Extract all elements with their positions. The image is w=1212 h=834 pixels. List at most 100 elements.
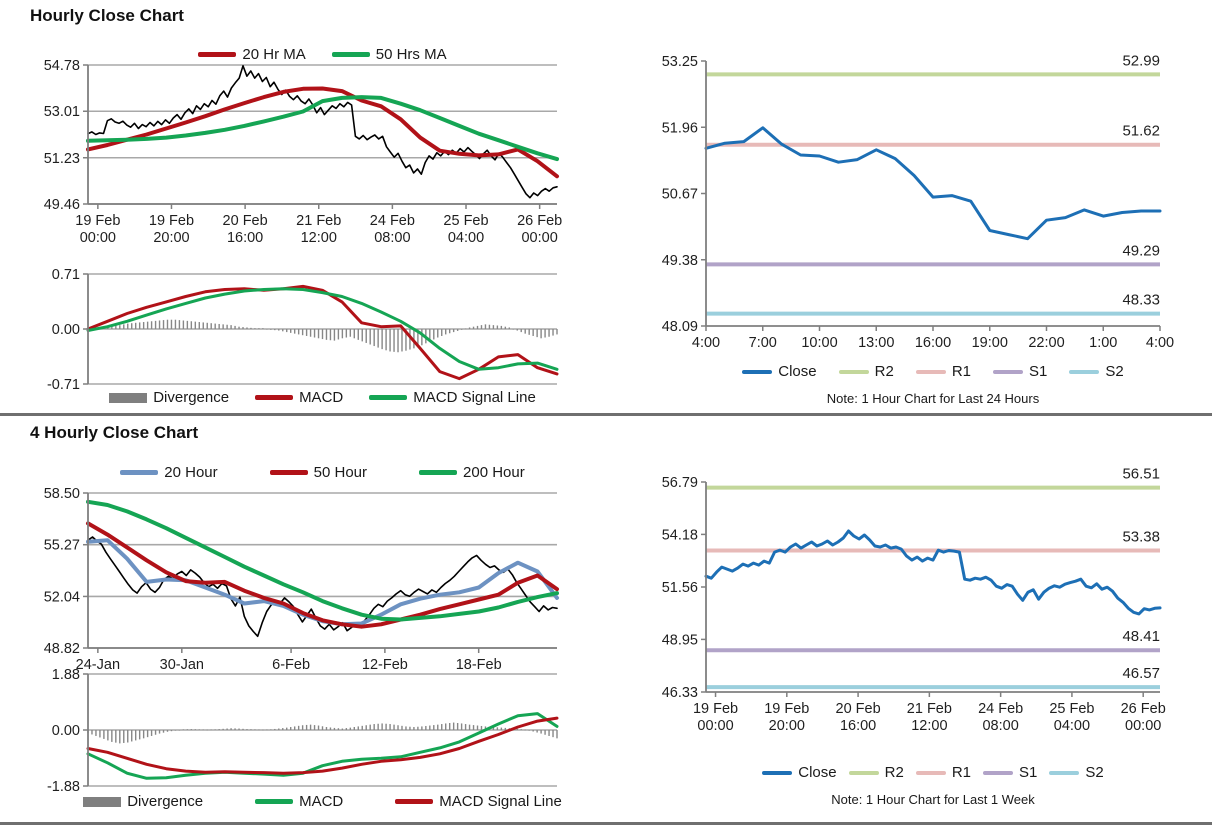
x-tick-label: 19:00 <box>972 335 1008 351</box>
divergence-bar <box>357 329 359 340</box>
s1-legend-label: S1 <box>1029 363 1048 380</box>
divergence-bar <box>417 329 419 347</box>
divergence-bar <box>421 329 423 346</box>
divergence-bar <box>516 728 518 730</box>
divergence-bar <box>413 727 415 730</box>
close-legend-label: Close <box>798 764 837 781</box>
divergence-bar <box>472 725 475 730</box>
divergence-bar <box>182 729 185 730</box>
x-tick-label: 16:00 <box>227 230 263 246</box>
divergence-bar <box>329 329 332 341</box>
y-tick-label: 53.01 <box>44 104 80 120</box>
hourly-macd-legend: Divergence MACD MACD Signal Line <box>88 389 557 406</box>
divergence-bar <box>290 727 292 730</box>
y-tick-label: 54.78 <box>44 58 80 74</box>
x-tick-label: 00:00 <box>1125 718 1161 734</box>
divergence-bar <box>409 329 411 350</box>
y-tick-label: 48.95 <box>662 632 698 648</box>
divergence-bar <box>369 329 371 345</box>
s2-value-label: 46.57 <box>1122 665 1160 682</box>
x-tick-label: 25 Feb <box>443 213 488 229</box>
x-tick-label: 19 Feb <box>75 213 120 229</box>
r1-legend-item: R1 <box>915 363 971 380</box>
y-tick-label: 0.00 <box>52 723 80 739</box>
divergence-bar <box>214 729 216 730</box>
divergence-bar <box>333 727 336 730</box>
divergence-bar <box>254 729 256 730</box>
x-tick-label: 20:00 <box>153 230 189 246</box>
divergence-bar <box>210 729 212 731</box>
divergence-bar <box>397 329 399 353</box>
y-tick-label: -0.71 <box>47 377 80 393</box>
divergence-bar <box>246 327 248 329</box>
four-hourly-price-legend: 20 Hour 50 Hour 200 Hour <box>88 464 557 481</box>
divergence-bar <box>238 728 240 730</box>
x-tick-label: 19 Feb <box>693 701 738 717</box>
20-hr-ma-legend-label: 20 Hr MA <box>242 46 306 63</box>
x-tick-label: 6-Feb <box>272 657 310 673</box>
x-tick-label: 26 Feb <box>1121 701 1166 717</box>
y-tick-label: 49.38 <box>662 253 698 269</box>
divergence-bar <box>460 723 463 730</box>
50-hour-legend-swatch <box>269 470 308 475</box>
divergence-bar <box>282 329 284 332</box>
s2-legend-item: S2 <box>1069 363 1124 380</box>
close-legend-item: Close <box>762 764 837 781</box>
50-hrs-ma-line <box>86 95 559 162</box>
macd-legend-item: MACD <box>255 793 343 810</box>
close-line <box>87 65 558 199</box>
divergence-bar <box>468 724 471 730</box>
50-hrs-ma-legend-item: 50 Hrs MA <box>331 46 447 63</box>
x-tick-label: 7:00 <box>749 335 777 351</box>
divergence-bar <box>234 728 236 730</box>
y-tick-label: 51.56 <box>662 580 698 596</box>
divergence-bar <box>313 329 316 338</box>
divergence-bar <box>131 323 133 329</box>
close-legend-label: Close <box>778 363 817 380</box>
divergence-bar <box>520 729 522 730</box>
divergence-bar <box>445 723 447 730</box>
x-tick-label: 24-Jan <box>76 657 120 673</box>
x-tick-label: 4:00 <box>1146 335 1174 351</box>
divergence-bar <box>325 329 328 340</box>
divergence-bar <box>556 329 558 335</box>
divergence-bar <box>405 726 407 730</box>
divergence-bar <box>202 729 204 731</box>
divergence-bar <box>540 730 542 734</box>
divergence-bar <box>476 725 479 730</box>
divergence-bar <box>162 730 165 733</box>
x-tick-label: 12:00 <box>301 230 337 246</box>
divergence-bar <box>381 723 383 730</box>
hourly-chart-title: Hourly Close Chart <box>30 6 184 25</box>
divergence-bar <box>536 730 538 733</box>
close-line <box>704 126 1162 241</box>
divergence-bar <box>341 329 344 339</box>
divergence-bar <box>95 730 97 736</box>
divergence-bar <box>274 329 276 331</box>
divergence-bar <box>142 322 145 329</box>
divergence-bar <box>441 724 443 730</box>
200-hour-legend-swatch <box>419 470 458 475</box>
r2-legend-swatch <box>838 369 869 374</box>
chart-note-1week: Note: 1 Hour Chart for Last 1 Week <box>831 792 1035 807</box>
x-tick-label: 13:00 <box>858 335 894 351</box>
divergence-bar <box>496 325 499 329</box>
50-hrs-ma-legend-swatch <box>331 52 370 57</box>
four-hourly-chart-title: 4 Hourly Close Chart <box>30 423 199 442</box>
divergence-bar <box>286 727 288 730</box>
divergence-bar <box>345 329 348 338</box>
divergence-bar <box>254 328 256 329</box>
x-tick-label: 16:00 <box>840 718 876 734</box>
x-tick-label: 24 Feb <box>978 701 1023 717</box>
divergence-bar <box>309 329 312 337</box>
divergence-bar <box>290 329 292 333</box>
y-tick-label: 0.00 <box>52 322 80 338</box>
x-tick-label: 21 Feb <box>907 701 952 717</box>
divergence-bar <box>496 727 499 730</box>
divergence-bar <box>389 724 391 730</box>
x-tick-label: 30-Jan <box>160 657 204 673</box>
divergence-bar <box>111 730 113 742</box>
divergence-bar <box>146 321 149 329</box>
